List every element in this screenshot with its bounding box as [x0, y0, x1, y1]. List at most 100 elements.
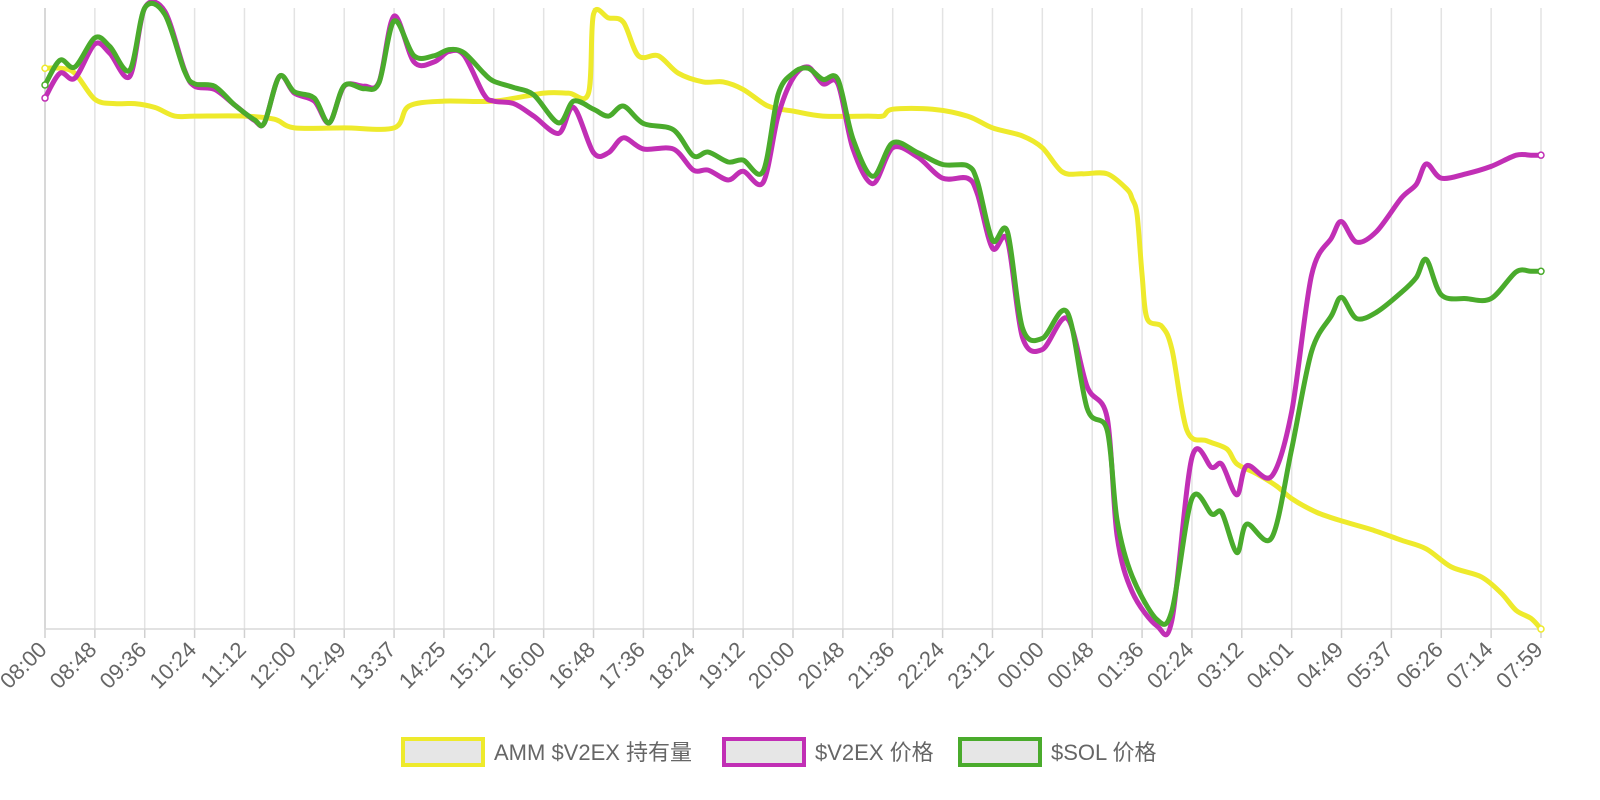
data-point — [1209, 512, 1214, 517]
data-point — [1439, 293, 1444, 297]
data-point — [1085, 406, 1090, 411]
data-point — [621, 104, 626, 109]
data-point — [1339, 219, 1344, 224]
data-point — [1514, 153, 1518, 158]
data-point — [1040, 347, 1045, 352]
data-point — [1125, 187, 1130, 192]
data-point — [392, 125, 396, 130]
x-tick-label: 04:01 — [1242, 637, 1299, 694]
x-tick-label: 17:36 — [593, 637, 650, 694]
data-point — [1040, 336, 1045, 341]
data-point — [1219, 462, 1224, 467]
data-point — [92, 97, 97, 102]
data-point — [1135, 212, 1139, 217]
data-point — [1369, 527, 1374, 532]
data-point — [41, 64, 49, 72]
data-point — [73, 76, 77, 81]
data-point — [671, 147, 676, 151]
data-point — [776, 114, 780, 118]
data-point — [192, 81, 197, 86]
legend-item[interactable]: AMM $V2EX 持有量 — [401, 737, 692, 767]
data-point — [636, 53, 641, 58]
data-point — [1314, 510, 1319, 515]
data-point — [1329, 235, 1334, 240]
x-tick-label: 12:00 — [244, 637, 301, 694]
data-point — [1105, 428, 1110, 433]
legend-item[interactable]: $SOL 价格 — [958, 737, 1157, 767]
data-point — [591, 150, 596, 155]
data-point — [1289, 409, 1294, 414]
data-point — [1374, 229, 1379, 234]
data-point — [107, 51, 112, 56]
data-point — [142, 6, 147, 10]
x-tick-label: 22:24 — [893, 637, 950, 694]
data-point — [741, 169, 746, 174]
legend-item[interactable]: $V2EX 价格 — [722, 737, 934, 767]
data-point — [806, 66, 810, 71]
data-point — [127, 68, 132, 73]
data-point — [1130, 589, 1134, 594]
data-point — [1065, 310, 1070, 315]
data-point — [676, 71, 681, 76]
data-point — [531, 114, 536, 118]
data-point — [965, 163, 970, 168]
data-point — [1130, 574, 1134, 579]
x-tick-label: 02:24 — [1142, 637, 1199, 694]
data-point — [377, 80, 382, 85]
data-point — [1160, 324, 1164, 329]
data-point — [1244, 463, 1249, 468]
data-point — [835, 77, 840, 82]
data-point — [1105, 171, 1110, 176]
data-point — [1414, 275, 1419, 280]
data-point — [880, 114, 885, 118]
data-point — [691, 168, 696, 172]
data-point — [701, 79, 706, 84]
data-point — [776, 93, 780, 97]
data-point — [252, 117, 257, 122]
series-line — [42, 7, 1544, 632]
x-tick-label: 18:24 — [643, 637, 700, 694]
data-point — [1185, 428, 1189, 433]
data-point — [292, 125, 297, 130]
data-point — [706, 150, 711, 154]
data-point — [1130, 196, 1134, 201]
x-tick-label: 09:36 — [95, 637, 152, 694]
data-point — [606, 150, 611, 155]
data-point — [392, 19, 396, 23]
data-point — [481, 71, 486, 76]
data-point — [172, 114, 177, 118]
data-point — [407, 104, 411, 109]
data-point — [1399, 290, 1404, 295]
legend-label: AMM $V2EX 持有量 — [494, 740, 692, 765]
data-point — [277, 74, 282, 79]
x-tick-label: 21:36 — [843, 637, 900, 694]
x-tick-label: 23:12 — [942, 637, 999, 694]
data-point — [182, 69, 187, 74]
data-point — [1040, 145, 1045, 150]
data-point — [556, 120, 561, 125]
data-point — [1204, 438, 1209, 443]
data-point — [850, 136, 855, 141]
x-tick-label: 13:37 — [344, 637, 401, 694]
data-point — [1085, 384, 1090, 389]
data-point — [1499, 591, 1504, 595]
data-point — [232, 102, 237, 107]
data-point — [965, 114, 970, 118]
data-point — [1329, 313, 1334, 318]
series-layer — [41, 0, 1545, 638]
data-point — [741, 87, 746, 92]
data-point — [940, 162, 945, 167]
data-point — [1479, 574, 1484, 579]
data-point — [432, 60, 436, 64]
data-point — [761, 180, 765, 185]
data-point — [1424, 161, 1429, 166]
data-point — [1464, 171, 1469, 176]
legend[interactable]: AMM $V2EX 持有量 $V2EX 价格 $SOL 价格 — [401, 737, 1157, 767]
data-point — [327, 120, 332, 125]
data-point — [556, 131, 561, 136]
data-point — [1529, 269, 1533, 274]
axis-layer — [44, 8, 1542, 638]
x-tick-label: 03:12 — [1192, 637, 1249, 694]
data-point — [392, 14, 396, 18]
